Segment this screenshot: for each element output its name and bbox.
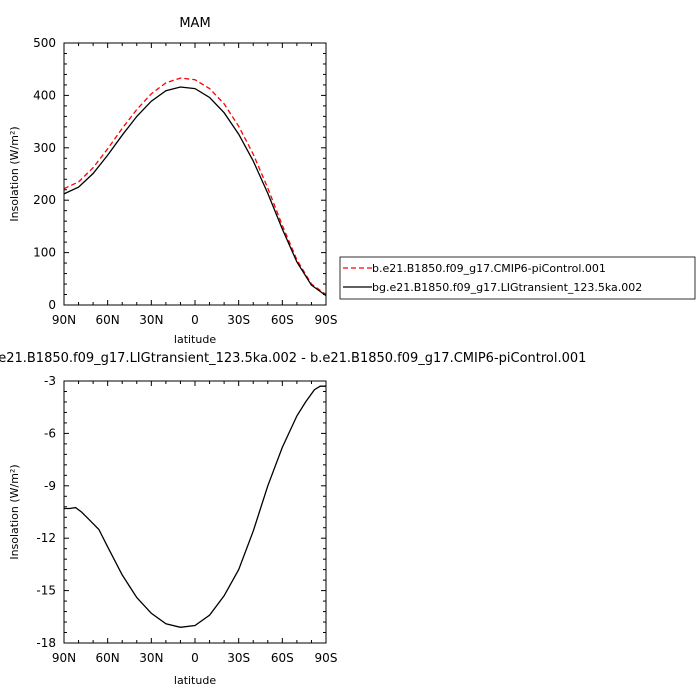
x-tick-label: 90N — [52, 651, 76, 665]
panel-2-title: bg.e21.B1850.f09_g17.LIGtransient_123.5k… — [0, 351, 586, 366]
panel-2-xlabel: latitude — [174, 674, 216, 687]
legend-box — [339, 256, 696, 300]
x-tick-label: 30N — [139, 651, 163, 665]
x-tick-label: 30N — [139, 313, 163, 327]
x-tick-label: 60S — [271, 313, 294, 327]
panel-1-xlabel: latitude — [174, 333, 216, 346]
panel-1-ylabel: Insolation (W/m²) — [8, 126, 21, 221]
panel-2-series — [64, 385, 326, 628]
x-tick-label: 60N — [96, 651, 120, 665]
legend: b.e21.B1850.f09_g17.CMIP6-piControl.001 … — [339, 256, 696, 300]
panel-2-ylabel: Insolation (W/m²) — [8, 464, 21, 559]
panel-1-frame — [63, 42, 327, 306]
panel-1-title: MAM — [179, 16, 210, 31]
y-tick-label: 400 — [33, 88, 56, 102]
y-tick-label: -15 — [36, 584, 56, 598]
x-tick-label: 90N — [52, 313, 76, 327]
x-tick-label: 90S — [315, 651, 338, 665]
y-tick-label: 500 — [33, 36, 56, 50]
legend-label-piControl: b.e21.B1850.f09_g17.CMIP6-piControl.001 — [372, 262, 606, 275]
y-tick-label: -9 — [44, 479, 56, 493]
y-tick-label: -18 — [36, 636, 56, 650]
panel-1-ticks: 90N 60N 30N 0 30S 60S 90S 0 100 200 300 400 500 — [33, 36, 337, 327]
x-tick-label: 60N — [96, 313, 120, 327]
x-tick-label: 60S — [271, 651, 294, 665]
y-tick-label: -3 — [44, 374, 56, 388]
x-tick-label: 30S — [227, 651, 250, 665]
y-tick-label: 100 — [33, 246, 56, 260]
x-tick-label: 30S — [227, 313, 250, 327]
series-line-2 — [63, 86, 327, 297]
series-line-1 — [64, 385, 326, 628]
y-tick-label: 200 — [33, 193, 56, 207]
x-tick-label: 0 — [191, 313, 199, 327]
panel-2-frame — [63, 380, 327, 644]
y-tick-label: 300 — [33, 141, 56, 155]
panel-1: MAM Insolation (W/m²) latitude 90N 60N 30N… — [8, 16, 337, 346]
x-tick-label: 90S — [315, 313, 338, 327]
legend-label-LIGtransient: bg.e21.B1850.f09_g17.LIGtransient_123.5k… — [372, 281, 642, 294]
y-tick-label: -12 — [36, 531, 56, 545]
y-tick-label: 0 — [48, 298, 56, 312]
series-line-1 — [63, 77, 327, 296]
panel-2: bg.e21.B1850.f09_g17.LIGtransient_123.5k… — [0, 351, 586, 687]
y-tick-label: -6 — [44, 426, 56, 440]
x-tick-label: 0 — [191, 651, 199, 665]
panel-1-series — [63, 77, 327, 297]
panel-2-ticks: 90N 60N 30N 0 30S 60S 90S -3 -6 -9 -12 -15 -18 — [36, 374, 337, 665]
